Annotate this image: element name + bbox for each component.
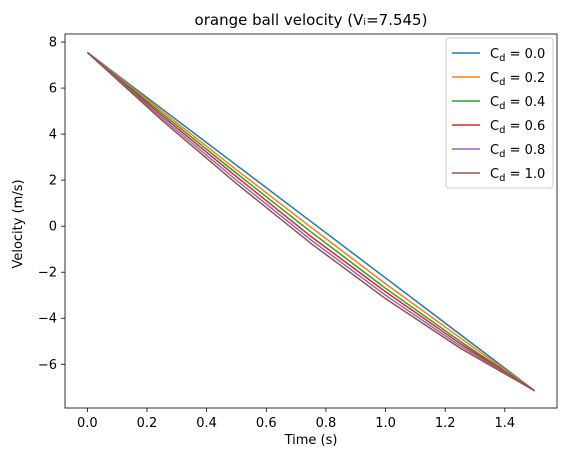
legend-entry-label: Cd = 1.0 [490, 167, 545, 184]
legend-entry-label: Cd = 0.2 [490, 71, 545, 88]
series-line-4 [86, 51, 536, 392]
plot-area [64, 33, 558, 409]
series-line-2 [86, 51, 536, 392]
series-line-3 [86, 51, 536, 392]
x-tick-label: 0.6 [256, 416, 277, 431]
y-axis-ticks: −6 −4 −2 0 2 4 6 8 [38, 36, 65, 373]
y-tick-label: 6 [49, 82, 57, 97]
plot-frame [64, 33, 558, 409]
y-tick-label: 8 [49, 36, 57, 51]
x-axis-ticks: 0.0 0.2 0.4 0.6 0.8 1.0 1.2 1.4 [77, 408, 515, 431]
y-axis-label: Velocity (m/s) [11, 179, 26, 268]
legend-box [445, 37, 554, 189]
legend: Cd = 0.0 Cd = 0.2 Cd = 0.4 Cd = 0.6 Cd = 0.8… [445, 37, 554, 189]
x-tick-label: 0.0 [77, 416, 98, 431]
x-tick-label: 1.4 [494, 416, 515, 431]
series-line-1 [86, 51, 536, 392]
series-line-5 [86, 51, 536, 392]
x-tick-label: 1.2 [435, 416, 456, 431]
y-tick-label: 2 [49, 174, 57, 189]
chart-title: orange ball velocity (Vᵢ=7.545) [195, 11, 428, 29]
y-tick-label: −2 [38, 266, 57, 281]
legend-entry-label: Cd = 0.4 [490, 95, 545, 112]
x-tick-label: 0.4 [196, 416, 217, 431]
legend-entry-label: Cd = 0.8 [490, 143, 545, 160]
legend-entry-label: Cd = 0.0 [490, 47, 545, 64]
x-tick-label: 0.8 [316, 416, 337, 431]
legend-entry-label: Cd = 0.6 [490, 119, 545, 136]
series-line-0 [86, 51, 536, 392]
y-tick-label: −4 [38, 312, 57, 327]
y-tick-label: 4 [49, 128, 57, 143]
y-tick-label: 0 [49, 220, 57, 235]
y-tick-label: −6 [38, 358, 57, 373]
x-tick-label: 1.0 [375, 416, 396, 431]
x-tick-label: 0.2 [137, 416, 158, 431]
x-axis-label: Time (s) [284, 433, 338, 448]
series-lines [86, 51, 536, 392]
